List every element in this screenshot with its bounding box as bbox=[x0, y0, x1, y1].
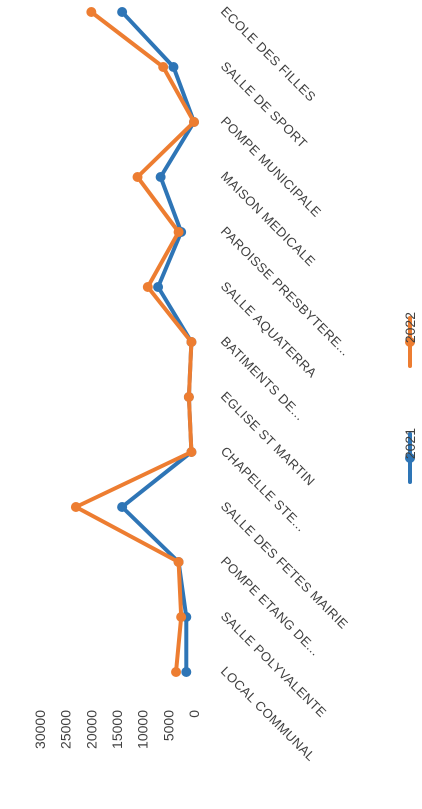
y-tick-label: 25000 bbox=[58, 710, 74, 749]
data-point bbox=[117, 7, 128, 17]
category-label: LOCAL COMMUNAL bbox=[218, 664, 319, 765]
legend-item-2021: 2021 bbox=[402, 428, 418, 484]
data-point bbox=[186, 447, 197, 457]
data-point bbox=[186, 337, 197, 347]
category-label: EGLISE ST MARTIN bbox=[218, 389, 318, 489]
category-label: ECOLE DES FILLES bbox=[218, 4, 319, 105]
data-point bbox=[142, 282, 153, 292]
data-point bbox=[86, 7, 97, 17]
y-tick-label: 5000 bbox=[160, 710, 176, 741]
value-axis: 0 5000 10000 15000 20000 25000 30000 bbox=[32, 710, 202, 749]
legend: 2021 2022 bbox=[402, 312, 418, 484]
data-point bbox=[189, 117, 199, 127]
data-point bbox=[153, 282, 164, 292]
data-point bbox=[168, 62, 179, 72]
data-point bbox=[158, 62, 169, 72]
series-line bbox=[73, 10, 196, 674]
data-point bbox=[181, 667, 192, 677]
y-tick-label: 0 bbox=[186, 710, 202, 718]
data-point bbox=[173, 557, 184, 567]
series-layer bbox=[70, 7, 199, 677]
y-tick-label: 15000 bbox=[109, 710, 125, 749]
legend-item-2022: 2022 bbox=[402, 312, 418, 368]
legend-swatch-marker bbox=[405, 453, 415, 463]
data-point bbox=[183, 392, 194, 402]
legend-swatch-marker bbox=[405, 337, 415, 347]
legend-label: 2021 bbox=[402, 428, 418, 459]
y-tick-label: 10000 bbox=[135, 710, 151, 749]
category-label: POMPE MUNICIPALE bbox=[218, 114, 324, 220]
data-point bbox=[117, 502, 128, 512]
data-point bbox=[173, 227, 184, 237]
data-point bbox=[132, 172, 143, 182]
category-label: POMPE ETANG DE... bbox=[218, 554, 323, 659]
category-label: SALLE POLYVALENTE bbox=[218, 609, 330, 721]
series-2022 bbox=[70, 7, 199, 677]
category-label: MAISON MEDICALE bbox=[218, 169, 319, 270]
y-tick-label: 20000 bbox=[83, 710, 99, 749]
data-point bbox=[171, 667, 182, 677]
category-label: SALLE AQUATERRA bbox=[218, 279, 320, 381]
legend-label: 2022 bbox=[402, 312, 418, 343]
data-point bbox=[176, 612, 187, 622]
data-point bbox=[155, 172, 166, 182]
series-line bbox=[120, 10, 196, 674]
data-point bbox=[70, 502, 81, 512]
y-tick-label: 30000 bbox=[32, 710, 48, 749]
